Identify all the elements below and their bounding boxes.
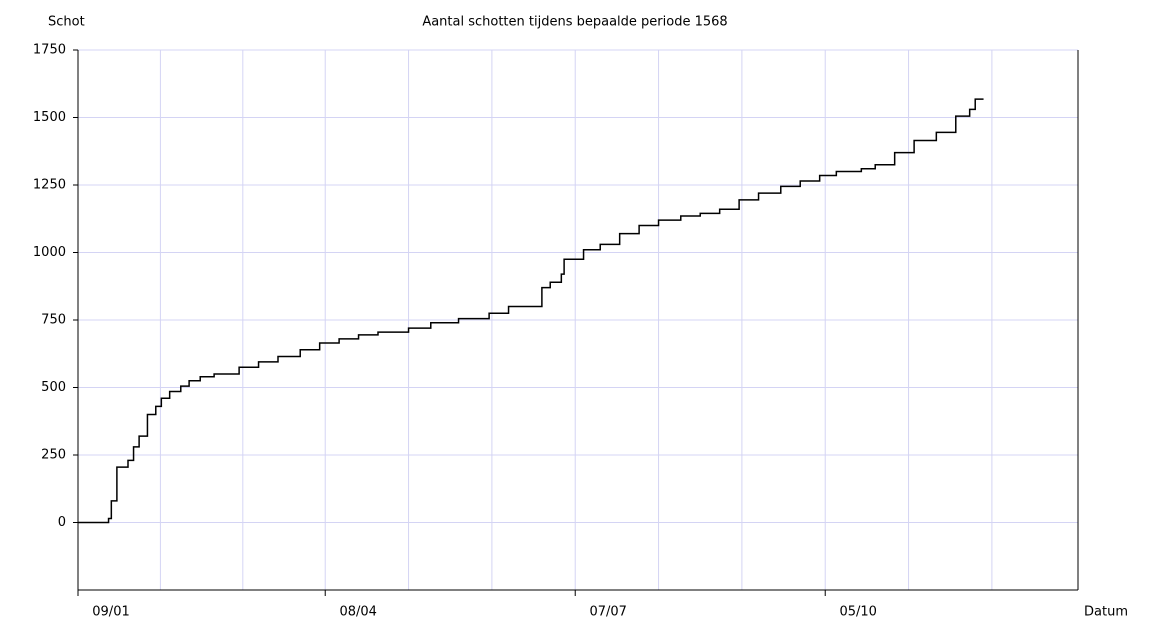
y-tick-label: 500 — [41, 380, 66, 395]
y-tick-label: 250 — [41, 448, 66, 463]
chart-title: Aantal schotten tijdens bepaalde periode… — [422, 15, 727, 30]
x-tick-label: 08/04 — [339, 605, 376, 620]
y-tick-label: 0 — [58, 515, 66, 530]
y-tick-label: 1250 — [33, 178, 66, 193]
y-tick-label: 1000 — [33, 245, 66, 260]
y-tick-label: 1500 — [33, 110, 66, 125]
x-tick-label: 09/01 — [92, 605, 129, 620]
y-tick-label: 1750 — [33, 43, 66, 58]
x-tick-label: 05/10 — [839, 605, 876, 620]
y-axis-label: Schot — [48, 15, 85, 30]
y-tick-label: 750 — [41, 313, 66, 328]
step-line — [78, 98, 984, 524]
x-tick-label: 07/07 — [589, 605, 626, 620]
x-axis-label: Datum — [1084, 605, 1128, 620]
